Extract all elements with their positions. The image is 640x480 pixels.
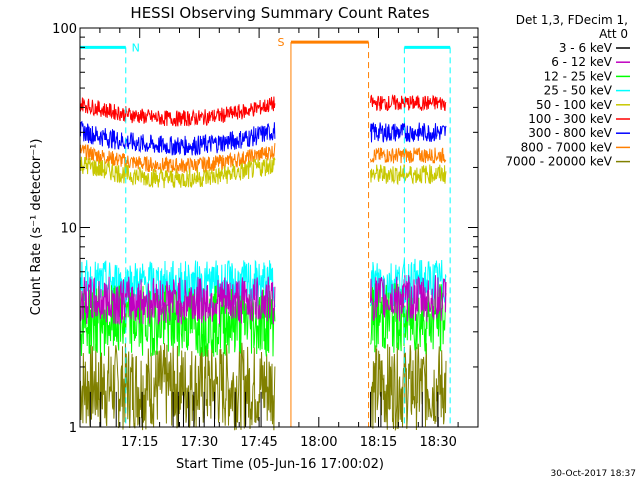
x-tick-label: 17:15 bbox=[121, 435, 158, 450]
timestamp: 30-Oct-2017 18:37 bbox=[551, 469, 636, 479]
series-line bbox=[79, 276, 276, 325]
series-line bbox=[79, 259, 276, 309]
legend-entry-label: 50 - 100 keV bbox=[536, 98, 613, 112]
series-line bbox=[370, 275, 447, 322]
series-100-300keV bbox=[79, 94, 447, 127]
legend-title: Det 1,3, FDecim 1, bbox=[516, 13, 628, 27]
tick-layer: 17:15 17:30 17:45 18:00 18:15 18:30 1 10 100 bbox=[52, 22, 478, 450]
y-tick-label: 100 bbox=[52, 22, 77, 37]
x-tick-label: 18:30 bbox=[419, 435, 456, 450]
x-tick-label: 17:45 bbox=[240, 435, 277, 450]
annotation-label: N bbox=[132, 41, 140, 54]
series-line bbox=[79, 96, 276, 127]
data-layer bbox=[79, 94, 447, 432]
series-300-800keV bbox=[79, 120, 447, 157]
legend-entry-label: 12 - 25 keV bbox=[544, 69, 613, 83]
series-7000-20000keV bbox=[79, 342, 447, 432]
legend-entry-label: 25 - 50 keV bbox=[544, 84, 613, 98]
series-line bbox=[370, 164, 447, 186]
legend-entry-label: 100 - 300 keV bbox=[528, 112, 612, 126]
series-line bbox=[370, 94, 447, 112]
series-line bbox=[79, 342, 276, 431]
legend-subtitle: Att 0 bbox=[599, 27, 628, 41]
series-50-100keV bbox=[79, 156, 447, 189]
x-tick-label: 18:15 bbox=[360, 435, 397, 450]
legend-entry-label: 3 - 6 keV bbox=[559, 41, 613, 55]
y-axis-label: Count Rate (s⁻¹ detector⁻¹) bbox=[29, 139, 44, 316]
series-line bbox=[79, 156, 276, 189]
series-800-7000keV bbox=[79, 143, 447, 175]
y-tick-label: 10 bbox=[60, 222, 77, 237]
legend-entry-label: 7000 - 20000 keV bbox=[505, 155, 612, 169]
series-6-12keV bbox=[79, 275, 447, 325]
plot-frame bbox=[79, 27, 479, 428]
y-tick-label: 1 bbox=[69, 421, 77, 436]
legend-entry-label: 6 - 12 keV bbox=[551, 55, 613, 69]
x-axis-label: Start Time (05-Jun-16 17:00:02) bbox=[176, 457, 384, 472]
chart-title: HESSI Observing Summary Count Rates bbox=[130, 4, 429, 22]
series-line bbox=[370, 147, 447, 164]
series-line bbox=[79, 120, 276, 157]
legend-entry-label: 800 - 7000 keV bbox=[521, 140, 613, 154]
series-line bbox=[370, 342, 447, 432]
annotation-label: S bbox=[277, 36, 284, 49]
series-line bbox=[370, 121, 447, 143]
legend-entry-label: 300 - 800 keV bbox=[528, 126, 612, 140]
series-line bbox=[79, 143, 276, 175]
x-tick-label: 17:30 bbox=[181, 435, 218, 450]
x-tick-label: 18:00 bbox=[300, 435, 337, 450]
